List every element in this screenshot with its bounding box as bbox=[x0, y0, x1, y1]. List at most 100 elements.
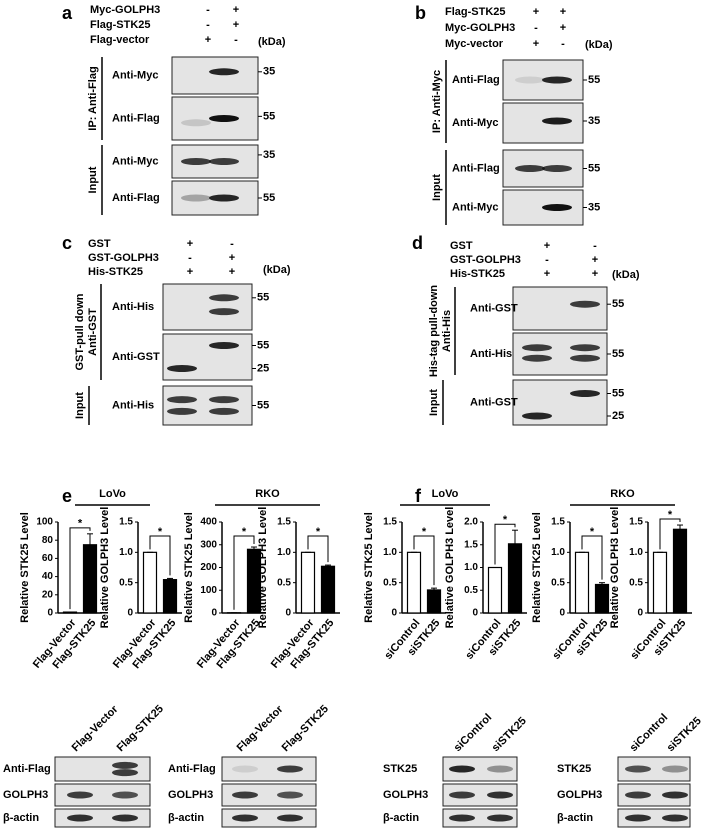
significance-bracket bbox=[69, 527, 91, 610]
lane-label: Flag-STK25 bbox=[280, 703, 331, 754]
group-label: GST-pull down bbox=[74, 293, 86, 370]
lane-sign: + bbox=[187, 238, 193, 250]
blot-label: Anti-Myc bbox=[452, 117, 498, 129]
y-tick-label: 1.5 bbox=[629, 517, 643, 528]
blot-band bbox=[449, 791, 475, 799]
blot-label: β-actin bbox=[383, 812, 419, 824]
y-tick-label: 0 bbox=[211, 608, 217, 619]
panel-letter: c bbox=[62, 233, 72, 253]
blot-label: Anti-GST bbox=[112, 351, 160, 363]
condition-label: GST bbox=[88, 238, 111, 250]
y-tick-label: 0.5 bbox=[277, 577, 291, 588]
lane-label: Flag-Vector bbox=[70, 703, 121, 754]
y-tick-label: 0 bbox=[472, 608, 478, 619]
marker-label: 35 bbox=[588, 115, 600, 127]
blot-band bbox=[209, 158, 239, 165]
blot-band bbox=[662, 765, 688, 773]
y-axis-label: Relative STK25 Level bbox=[363, 512, 375, 623]
lane-label: siControl bbox=[628, 712, 671, 755]
bar bbox=[82, 544, 98, 614]
condition-label: GST-GOLPH3 bbox=[450, 254, 521, 266]
marker-label: 55 bbox=[257, 339, 269, 351]
lane-sign: - bbox=[234, 34, 238, 46]
group-label: Input bbox=[431, 174, 443, 201]
lane-label: Flag-Vector bbox=[235, 703, 286, 754]
blot-label: Anti-Myc bbox=[112, 69, 158, 81]
y-axis-label: Relative STK25 Level bbox=[19, 512, 31, 623]
panel-letter: b bbox=[415, 3, 426, 23]
y-tick-label: 0.5 bbox=[551, 577, 565, 588]
lane-sign: + bbox=[560, 22, 566, 34]
y-tick-label: 1.0 bbox=[464, 562, 478, 573]
significance: * bbox=[668, 509, 673, 521]
lane-sign: + bbox=[544, 240, 550, 252]
blot-band bbox=[515, 76, 545, 84]
blot-band bbox=[277, 814, 303, 822]
y-axis-label: Relative GOLPH3 Level bbox=[257, 507, 269, 629]
significance: * bbox=[242, 526, 247, 538]
blot-band bbox=[181, 158, 211, 165]
y-tick-label: 400 bbox=[200, 517, 217, 528]
significance-bracket bbox=[494, 523, 516, 565]
blot-label: β-actin bbox=[3, 812, 39, 824]
panel-letter: f bbox=[415, 486, 422, 506]
group-label: Input bbox=[87, 166, 99, 193]
lane-sign: + bbox=[187, 266, 193, 278]
y-tick-label: 100 bbox=[36, 517, 53, 528]
significance: * bbox=[503, 514, 508, 526]
y-tick-label: 0.5 bbox=[629, 577, 643, 588]
blot-label: Anti-GST bbox=[470, 302, 518, 314]
blot-band bbox=[232, 791, 258, 799]
bar bbox=[594, 583, 610, 614]
blot-label: Anti-His bbox=[112, 301, 154, 313]
blot-label: Anti-Flag bbox=[452, 74, 500, 86]
blot-label: Anti-Flag bbox=[3, 763, 51, 775]
blot-label: GOLPH3 bbox=[383, 789, 428, 801]
blot-band bbox=[570, 344, 600, 352]
blot-label: Anti-His bbox=[112, 399, 154, 411]
condition-label: Myc-GOLPH3 bbox=[90, 4, 160, 16]
blot-band bbox=[209, 342, 239, 349]
y-axis-label: Relative GOLPH3 Level bbox=[609, 507, 621, 629]
group-sublabel: Anti-GST bbox=[87, 308, 99, 356]
blot-band bbox=[209, 294, 239, 302]
condition-label: Flag-vector bbox=[90, 34, 150, 46]
blot-band bbox=[449, 765, 475, 773]
blot-label: Anti-GST bbox=[470, 396, 518, 408]
blot-band bbox=[625, 814, 651, 822]
group-label: Input bbox=[74, 392, 86, 419]
blot-band bbox=[522, 344, 552, 352]
blot-label: GOLPH3 bbox=[3, 789, 48, 801]
kda-header: (kDa) bbox=[263, 264, 291, 276]
y-tick-label: 1.5 bbox=[464, 539, 478, 550]
significance-bracket bbox=[149, 535, 171, 576]
blot-band bbox=[209, 407, 239, 415]
blot-band bbox=[487, 814, 513, 822]
significance: * bbox=[316, 526, 321, 538]
lane-sign: + bbox=[592, 268, 598, 280]
significance: * bbox=[78, 518, 83, 530]
y-tick-label: 200 bbox=[200, 562, 217, 573]
y-tick-label: 1.0 bbox=[119, 547, 133, 558]
blot bbox=[442, 783, 518, 807]
group-label: Input bbox=[428, 389, 440, 416]
y-axis-label: Relative STK25 Level bbox=[531, 512, 543, 623]
y-axis-label: Relative GOLPH3 Level bbox=[99, 507, 111, 629]
lane-sign: - bbox=[188, 252, 192, 264]
blot-band bbox=[167, 365, 197, 372]
significance-bracket bbox=[413, 535, 435, 586]
blot-band bbox=[542, 165, 572, 172]
y-tick-label: 40 bbox=[42, 571, 54, 582]
blot-band bbox=[209, 308, 239, 316]
y-tick-label: 60 bbox=[42, 553, 54, 564]
y-tick-label: 20 bbox=[42, 589, 54, 600]
blot-band bbox=[662, 791, 688, 799]
y-axis-label: Relative GOLPH3 Level bbox=[444, 507, 456, 629]
y-tick-label: 1.5 bbox=[119, 517, 133, 528]
marker-label: 55 bbox=[588, 74, 600, 86]
significance-bracket bbox=[307, 535, 329, 563]
condition-label: Flag-STK25 bbox=[90, 19, 151, 31]
lane-sign: + bbox=[229, 266, 235, 278]
blot-label: Anti-Flag bbox=[168, 763, 216, 775]
y-tick-label: 1.0 bbox=[551, 547, 565, 558]
